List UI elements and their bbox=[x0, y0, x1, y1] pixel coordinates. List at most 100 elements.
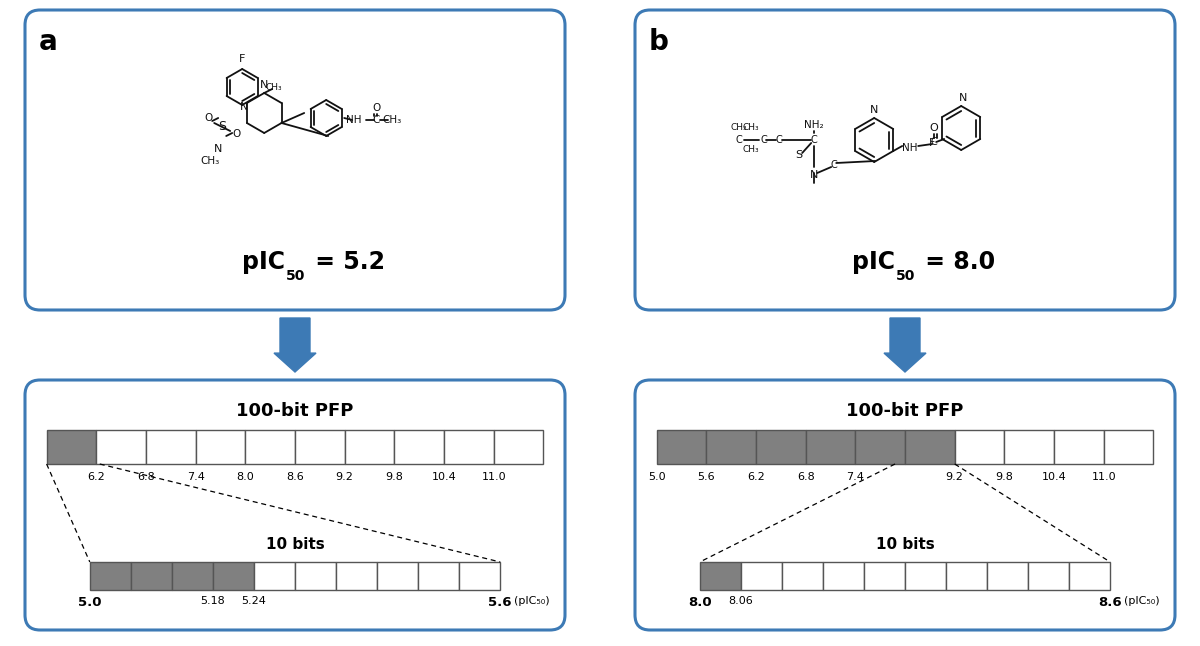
Text: C: C bbox=[776, 135, 782, 145]
Bar bbox=[146, 430, 196, 464]
Text: NH: NH bbox=[902, 143, 918, 153]
Text: C: C bbox=[931, 137, 937, 147]
Bar bbox=[395, 430, 444, 464]
Bar bbox=[782, 562, 823, 590]
FancyBboxPatch shape bbox=[25, 380, 565, 630]
Text: CH₃: CH₃ bbox=[743, 123, 760, 132]
Text: N: N bbox=[959, 93, 967, 103]
Bar bbox=[96, 430, 146, 464]
Bar bbox=[444, 430, 493, 464]
Text: 5.18: 5.18 bbox=[200, 596, 226, 606]
FancyBboxPatch shape bbox=[25, 10, 565, 310]
Text: CH₃: CH₃ bbox=[200, 156, 220, 166]
Bar bbox=[196, 430, 245, 464]
Text: 7.4: 7.4 bbox=[187, 472, 204, 482]
Text: 10 bits: 10 bits bbox=[265, 537, 324, 552]
Text: 9.8: 9.8 bbox=[385, 472, 403, 482]
Text: 8.0: 8.0 bbox=[688, 596, 712, 609]
Text: 5.0: 5.0 bbox=[648, 472, 666, 482]
Text: 50: 50 bbox=[896, 269, 916, 283]
FancyBboxPatch shape bbox=[635, 380, 1175, 630]
Text: 6.2: 6.2 bbox=[88, 472, 106, 482]
Text: = 5.2: = 5.2 bbox=[307, 250, 385, 274]
Bar bbox=[1028, 562, 1069, 590]
Bar bbox=[493, 430, 544, 464]
Text: 10.4: 10.4 bbox=[1042, 472, 1067, 482]
Bar bbox=[344, 430, 395, 464]
Text: 6.2: 6.2 bbox=[748, 472, 764, 482]
Polygon shape bbox=[274, 318, 316, 372]
Text: 7.4: 7.4 bbox=[846, 472, 864, 482]
Bar bbox=[212, 562, 254, 590]
Text: 9.2: 9.2 bbox=[336, 472, 354, 482]
Text: 8.6: 8.6 bbox=[1098, 596, 1122, 609]
Bar bbox=[756, 430, 805, 464]
Text: 10 bits: 10 bits bbox=[876, 537, 935, 552]
Text: (pIC₅₀): (pIC₅₀) bbox=[1124, 596, 1160, 606]
Polygon shape bbox=[884, 318, 926, 372]
Text: = 8.0: = 8.0 bbox=[917, 250, 995, 274]
Text: 6.8: 6.8 bbox=[137, 472, 155, 482]
Bar bbox=[245, 430, 295, 464]
Text: CH₃: CH₃ bbox=[266, 83, 282, 92]
Text: b: b bbox=[649, 28, 668, 56]
Bar bbox=[254, 562, 295, 590]
Text: CH₃: CH₃ bbox=[383, 115, 402, 125]
Text: N: N bbox=[240, 102, 248, 112]
Text: 50: 50 bbox=[286, 269, 305, 283]
Text: CH₃: CH₃ bbox=[743, 145, 760, 154]
FancyBboxPatch shape bbox=[635, 10, 1175, 310]
Text: 5.24: 5.24 bbox=[241, 596, 266, 606]
Text: O: O bbox=[372, 103, 380, 113]
Bar bbox=[295, 562, 336, 590]
Text: 5.0: 5.0 bbox=[78, 596, 102, 609]
Text: 100-bit PFP: 100-bit PFP bbox=[846, 402, 964, 420]
Bar bbox=[295, 430, 344, 464]
Text: C: C bbox=[830, 160, 838, 170]
Bar bbox=[1069, 562, 1110, 590]
Bar bbox=[955, 430, 1004, 464]
Text: pIC: pIC bbox=[242, 250, 286, 274]
Text: 11.0: 11.0 bbox=[1092, 472, 1116, 482]
Text: C: C bbox=[811, 135, 817, 145]
Text: O: O bbox=[204, 113, 212, 123]
Text: O: O bbox=[930, 123, 938, 133]
Text: N: N bbox=[260, 80, 269, 90]
Bar bbox=[131, 562, 172, 590]
Bar bbox=[90, 562, 131, 590]
Bar bbox=[823, 562, 864, 590]
Text: C: C bbox=[761, 135, 768, 145]
Bar bbox=[988, 562, 1028, 590]
Text: 8.6: 8.6 bbox=[286, 472, 304, 482]
Bar bbox=[864, 562, 905, 590]
Bar bbox=[336, 562, 377, 590]
Text: 8.06: 8.06 bbox=[728, 596, 754, 606]
Text: F: F bbox=[239, 54, 245, 64]
Text: CH₃: CH₃ bbox=[731, 123, 748, 132]
Text: 11.0: 11.0 bbox=[481, 472, 506, 482]
Text: NH₂: NH₂ bbox=[804, 120, 824, 130]
Text: 5.6: 5.6 bbox=[488, 596, 512, 609]
Text: N: N bbox=[870, 105, 878, 115]
Bar bbox=[700, 562, 740, 590]
Bar bbox=[1104, 430, 1153, 464]
Text: C: C bbox=[372, 115, 380, 125]
Bar bbox=[707, 430, 756, 464]
Text: 8.0: 8.0 bbox=[236, 472, 254, 482]
Bar bbox=[47, 430, 96, 464]
Text: pIC: pIC bbox=[852, 250, 895, 274]
Text: F: F bbox=[929, 138, 935, 148]
Text: 100-bit PFP: 100-bit PFP bbox=[236, 402, 354, 420]
Text: (pIC₅₀): (pIC₅₀) bbox=[515, 596, 550, 606]
Text: 9.2: 9.2 bbox=[946, 472, 964, 482]
Bar bbox=[740, 562, 782, 590]
Bar bbox=[656, 430, 707, 464]
Text: 10.4: 10.4 bbox=[432, 472, 456, 482]
Text: a: a bbox=[38, 28, 58, 56]
Bar bbox=[1004, 430, 1054, 464]
Bar bbox=[946, 562, 988, 590]
Text: 6.8: 6.8 bbox=[797, 472, 815, 482]
Text: S: S bbox=[796, 150, 803, 160]
Text: N: N bbox=[810, 170, 818, 180]
Bar bbox=[418, 562, 460, 590]
